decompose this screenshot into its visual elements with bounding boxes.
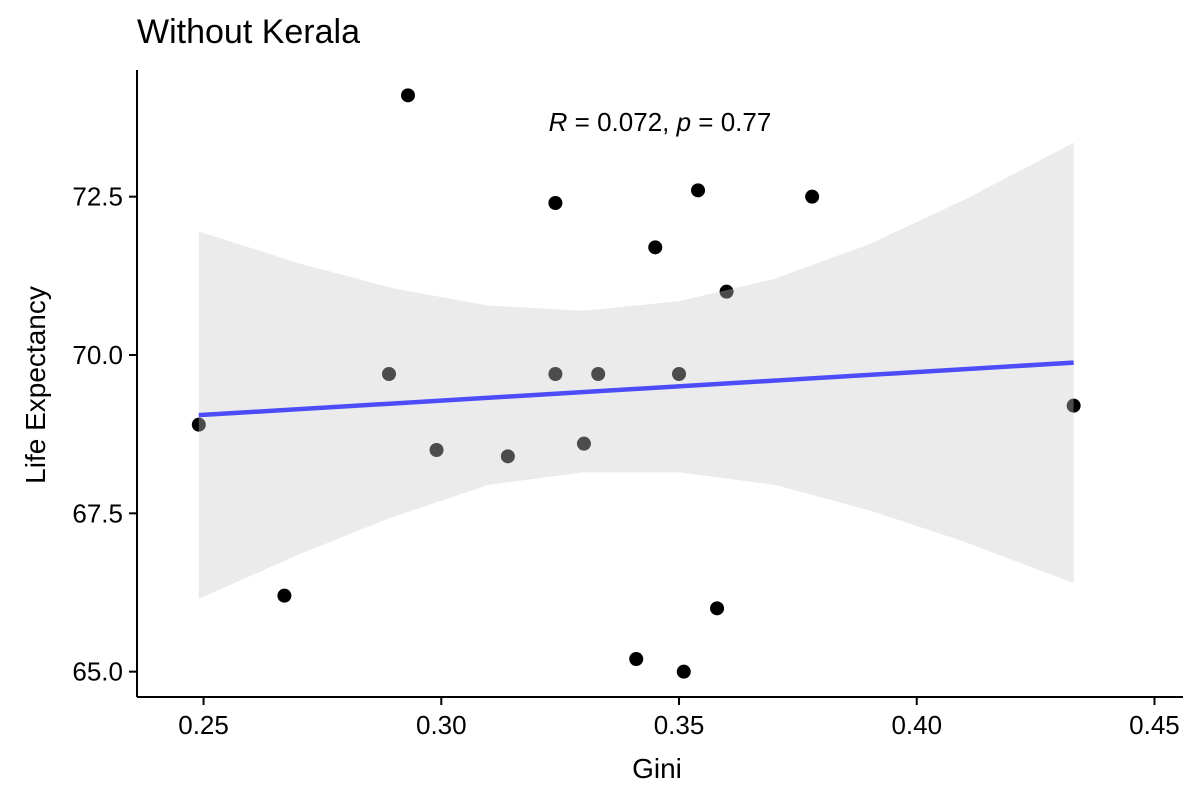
regression-line-layer bbox=[198, 360, 1074, 418]
confidence-band-layer bbox=[198, 142, 1074, 599]
confidence-band-overlay bbox=[198, 142, 1074, 599]
data-point bbox=[548, 196, 563, 210]
x-tick-label: 0.25 bbox=[178, 710, 229, 740]
data-point bbox=[277, 588, 292, 603]
x-tick-label: 0.35 bbox=[654, 710, 705, 740]
x-tick-label: 0.30 bbox=[416, 710, 467, 740]
y-axis-label: Life Expectancy bbox=[20, 286, 51, 484]
data-point bbox=[576, 436, 591, 451]
chart-title: Without Kerala bbox=[137, 13, 360, 51]
data-points-layer bbox=[191, 88, 1081, 679]
data-point bbox=[1066, 398, 1081, 413]
data-point bbox=[629, 652, 644, 666]
data-point bbox=[429, 443, 444, 457]
y-tick-label: 72.5 bbox=[72, 182, 123, 212]
y-tick-label: 70.0 bbox=[72, 340, 123, 370]
correlation-annotation: R = 0.072, p = 0.77 bbox=[549, 107, 772, 137]
r-value-text: = 0.072, bbox=[567, 107, 676, 137]
r-symbol: R bbox=[549, 107, 568, 137]
data-point bbox=[719, 284, 734, 299]
axes-layer: 0.25 0.30 0.35 0.40 0.45 65.0 67.5 70.0 72.5 bbox=[72, 70, 1183, 740]
data-point bbox=[591, 367, 606, 381]
x-tick-label: 0.40 bbox=[891, 710, 942, 740]
y-tick-label: 67.5 bbox=[72, 498, 123, 528]
data-point bbox=[710, 601, 725, 616]
data-point bbox=[691, 183, 706, 198]
p-symbol: p bbox=[676, 107, 691, 137]
data-point bbox=[500, 449, 515, 464]
y-tick-label: 65.0 bbox=[72, 657, 123, 687]
data-point bbox=[381, 367, 396, 381]
data-point bbox=[548, 367, 563, 381]
x-axis-label: Gini bbox=[632, 753, 682, 784]
data-point bbox=[191, 417, 206, 432]
data-point bbox=[676, 664, 691, 679]
regression-line bbox=[198, 360, 1074, 418]
data-point bbox=[648, 240, 663, 255]
data-point bbox=[805, 189, 820, 204]
p-value-text: = 0.77 bbox=[691, 107, 771, 137]
data-point bbox=[672, 367, 687, 381]
data-point bbox=[401, 88, 416, 103]
confidence-band bbox=[198, 142, 1074, 599]
x-tick-label: 0.45 bbox=[1129, 710, 1180, 740]
